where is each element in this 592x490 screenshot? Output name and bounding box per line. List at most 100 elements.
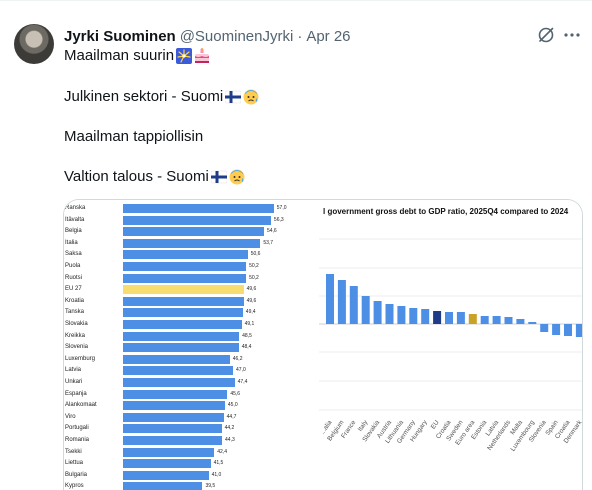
bar-value-label: 49,6 xyxy=(246,297,257,304)
tweet-header: Jyrki Suominen @SuominenJyrki · Apr 26 xyxy=(64,26,351,46)
bar-value-label: 41,0 xyxy=(211,471,222,478)
bar xyxy=(385,304,394,324)
bar-value-label: 50,6 xyxy=(250,251,261,258)
bar xyxy=(123,424,222,434)
tweet-line-text: Valtion talous - Suomi xyxy=(64,168,209,185)
bar xyxy=(540,324,549,332)
bar-value-label: 42,4 xyxy=(217,448,227,455)
author-handle[interactable]: @SuominenJyrki xyxy=(179,27,294,45)
bar xyxy=(123,470,209,480)
bar xyxy=(123,296,244,306)
bar-label: Itävalta xyxy=(65,216,85,223)
bar xyxy=(123,204,274,213)
bar xyxy=(456,312,465,324)
bar-label: Kypros xyxy=(65,483,84,490)
separator-dot: · xyxy=(297,27,303,45)
finland-flag-emoji xyxy=(210,170,227,184)
bar-value-label: 46,2 xyxy=(232,355,243,362)
bar xyxy=(123,250,248,260)
bar-label: Slovenia xyxy=(65,344,89,351)
birthday-cake-emoji xyxy=(195,48,210,63)
bar-row: Ruotsi 50,2 xyxy=(64,273,288,284)
bar-value-label: 49,4 xyxy=(245,309,256,316)
bar xyxy=(528,322,537,324)
bar-label: Latvia xyxy=(65,367,82,374)
bar-label: Slovakia xyxy=(65,321,88,327)
bar xyxy=(564,324,572,336)
bar-value-label: 39,5 xyxy=(205,483,216,490)
bar-label: EU 27 xyxy=(65,286,82,293)
bar xyxy=(492,316,501,324)
bar-label: Liettua xyxy=(65,460,84,467)
bar-value-label: 44,3 xyxy=(225,437,235,443)
bar xyxy=(123,401,225,411)
bar-value-label: 57,0 xyxy=(276,205,287,211)
bar-value-label: 50,2 xyxy=(249,263,259,269)
tweet-date[interactable]: Apr 26 xyxy=(306,27,351,45)
bar xyxy=(504,317,513,324)
bar-row: Liettua 41,5 xyxy=(64,458,288,469)
more-icon[interactable] xyxy=(562,25,582,45)
bar-value-label: 41,5 xyxy=(213,460,224,467)
media-image-right[interactable]: l government gross debt to GDP ratio, 20… xyxy=(291,200,582,490)
bar xyxy=(397,306,406,324)
timeline-divider xyxy=(0,0,592,1)
bar-row: Italia 53,7 xyxy=(64,238,288,249)
bar-row: Puola 50,2 xyxy=(64,261,288,272)
grok-icon[interactable] xyxy=(536,25,556,45)
bar xyxy=(326,274,334,324)
tweet-line-text: Maailman suurin xyxy=(64,47,175,64)
bar-value-label: 47,4 xyxy=(237,379,248,385)
bar-label: Romania xyxy=(65,437,90,443)
bar-value-label: 49,1 xyxy=(244,321,255,327)
bar-label: Ruotsi xyxy=(65,274,83,281)
bar xyxy=(433,311,442,324)
tweet-media[interactable]: Ranska 57,0 Itävalta 56,3 Belgia 54,6 Italia 53… xyxy=(63,199,583,490)
bar-row: Slovenia 48,4 xyxy=(64,342,288,353)
bar-row: Kreikka 48,5 xyxy=(64,331,288,342)
bar-label: Puola xyxy=(65,263,81,269)
bar xyxy=(349,286,358,324)
bar-row: Latvia 47,0 xyxy=(64,365,288,376)
author-name[interactable]: Jyrki Suominen xyxy=(64,27,176,45)
bar xyxy=(123,308,243,318)
bar xyxy=(123,378,235,387)
anxious-face-emoji xyxy=(243,89,259,105)
bar-row: Luxemburg 46,2 xyxy=(64,354,288,365)
bar xyxy=(123,331,240,341)
bar-row: Espanja 45,6 xyxy=(64,389,288,400)
tweet-line-2: Julkinen sektori - Suomi xyxy=(64,87,259,107)
bar-value-label: 54,6 xyxy=(266,228,277,235)
bar xyxy=(480,316,489,324)
bar xyxy=(445,312,453,324)
bar-label: Italia xyxy=(65,239,78,246)
bar-value-label: 50,2 xyxy=(249,274,259,281)
bar-value-label: 48,4 xyxy=(241,344,252,351)
bar xyxy=(337,280,346,324)
x-tick-label: EU xyxy=(430,419,441,431)
bar-row: Ranska 57,0 xyxy=(64,203,288,214)
bar-value-label: 45,6 xyxy=(230,390,241,397)
finland-flag-emoji xyxy=(225,90,242,104)
bar xyxy=(123,262,247,271)
bar-value-label: 53,7 xyxy=(263,239,274,246)
bar-row: Romania 44,3 xyxy=(64,435,288,446)
bar-label: Belgia xyxy=(65,228,82,235)
media-divider xyxy=(289,200,291,490)
bar xyxy=(123,227,264,237)
media-image-left[interactable]: Ranska 57,0 Itävalta 56,3 Belgia 54,6 Italia 53… xyxy=(64,200,288,490)
bar xyxy=(123,354,230,364)
bar-row: Portugali 44,2 xyxy=(64,423,288,434)
bar-row: Alankomaat 45,0 xyxy=(64,400,288,411)
bar-row: Tanska 49,4 xyxy=(64,307,288,318)
bar-label: Portugali xyxy=(65,425,89,432)
bar-label: Unkari xyxy=(65,379,83,385)
bar-row: Saksa 50,6 xyxy=(64,249,288,260)
bar-label: Luxemburg xyxy=(65,355,96,362)
bar-value-label: 45,0 xyxy=(227,402,238,409)
bar xyxy=(123,412,224,422)
sparkler-emoji xyxy=(176,48,193,64)
bar xyxy=(373,301,382,324)
avatar[interactable] xyxy=(14,24,54,64)
